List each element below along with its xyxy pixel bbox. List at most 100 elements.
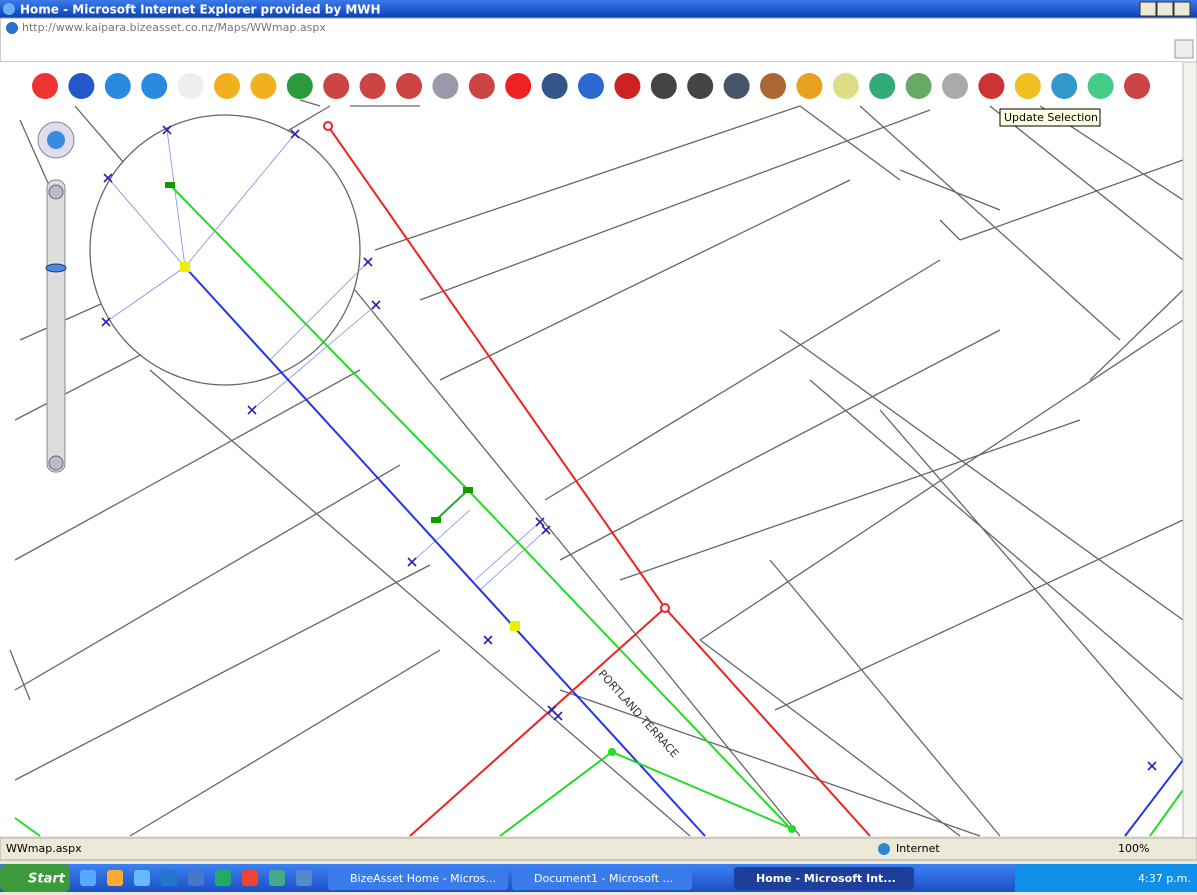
zoom-thumb[interactable] <box>45 263 67 273</box>
water-branch <box>14 817 41 837</box>
quick-launch[interactable] <box>80 870 96 886</box>
tool-button[interactable] <box>286 73 313 99</box>
connection[interactable] <box>483 635 493 645</box>
connection[interactable] <box>553 711 563 721</box>
manhole[interactable] <box>510 621 520 631</box>
tool-button[interactable] <box>978 73 1005 99</box>
task-label[interactable]: Document1 - Microsoft ... <box>534 872 673 885</box>
tool-button[interactable] <box>250 73 277 99</box>
tool-button[interactable] <box>1087 73 1114 99</box>
parcel-boundary <box>544 259 941 501</box>
connection[interactable] <box>535 517 545 527</box>
ie-icon <box>3 3 15 15</box>
tool-button[interactable] <box>1014 73 1041 99</box>
node[interactable] <box>788 825 796 833</box>
tool-button[interactable] <box>468 73 495 99</box>
quick-launch[interactable] <box>107 870 123 886</box>
tool-button[interactable] <box>177 73 204 99</box>
zoom-slider[interactable] <box>46 179 66 473</box>
valve[interactable] <box>463 487 473 493</box>
tool-button[interactable] <box>541 73 568 99</box>
quick-launch[interactable] <box>188 870 204 886</box>
tool-button[interactable] <box>1124 73 1150 99</box>
task-button[interactable] <box>734 867 914 890</box>
tool-button[interactable] <box>942 73 968 99</box>
zoom-out[interactable] <box>48 455 64 471</box>
connection[interactable] <box>103 173 113 183</box>
quick-launch[interactable] <box>269 870 285 886</box>
connection[interactable] <box>407 557 417 567</box>
clock: 4:37 p.m. <box>1138 872 1191 885</box>
cross-stroke <box>101 317 111 327</box>
parcel-boundary <box>879 409 1184 761</box>
tool-button[interactable] <box>832 73 859 99</box>
start-button[interactable] <box>0 864 70 892</box>
node[interactable] <box>660 603 670 613</box>
maximize-button[interactable] <box>1156 1 1174 17</box>
task-label[interactable]: BizeAsset Home - Micros... <box>350 872 496 885</box>
connection[interactable] <box>363 257 373 267</box>
tool-button[interactable] <box>760 73 786 99</box>
scrollbar[interactable] <box>1182 61 1197 839</box>
zoom-level[interactable]: 100% <box>1118 842 1149 855</box>
task-button[interactable] <box>512 867 692 890</box>
valve[interactable] <box>165 182 175 188</box>
quick-launch[interactable] <box>161 870 177 886</box>
tool-button[interactable] <box>141 73 168 99</box>
valve[interactable] <box>431 517 441 523</box>
tool-button[interactable] <box>505 73 532 99</box>
tool-button[interactable] <box>687 73 714 99</box>
quick-launch[interactable] <box>242 870 258 886</box>
connection[interactable] <box>1147 761 1157 771</box>
parcel-boundary <box>129 649 441 837</box>
tool-button[interactable] <box>796 73 823 99</box>
water-main <box>1149 789 1184 837</box>
cul-de-sac <box>89 114 361 386</box>
quick-launch[interactable] <box>134 870 150 886</box>
connection[interactable] <box>290 129 300 139</box>
task-label[interactable]: Home - Microsoft Int... <box>756 872 896 885</box>
connection[interactable] <box>101 317 111 327</box>
quick-launch[interactable] <box>215 870 231 886</box>
minimize-button[interactable] <box>1139 1 1157 17</box>
cross-stroke <box>247 405 257 415</box>
connection[interactable] <box>371 300 381 310</box>
cross-stroke <box>541 525 551 535</box>
node[interactable] <box>608 748 616 756</box>
parcel-boundary <box>14 349 151 421</box>
node[interactable] <box>323 121 333 131</box>
url[interactable]: http://www.kaipara.bizeasset.co.nz/Maps/… <box>22 21 326 34</box>
parcel-boundary <box>374 105 801 251</box>
tool-button[interactable] <box>578 73 604 99</box>
tool-button[interactable] <box>650 73 677 99</box>
parcel-boundary <box>989 105 1184 261</box>
connection[interactable] <box>541 525 551 535</box>
globe <box>47 131 65 149</box>
connection[interactable] <box>247 405 257 415</box>
parcel-boundary <box>859 105 1121 341</box>
compat-icon[interactable] <box>1174 39 1194 59</box>
tool-button[interactable] <box>32 73 58 99</box>
manhole[interactable] <box>180 262 190 272</box>
tool-button[interactable] <box>104 73 131 99</box>
zoom-in[interactable] <box>48 184 64 200</box>
tool-button[interactable] <box>905 73 932 99</box>
connection[interactable] <box>162 125 172 135</box>
tool-button[interactable] <box>723 73 750 99</box>
tool-button[interactable] <box>1051 73 1078 99</box>
quick-launch[interactable] <box>296 870 312 886</box>
tool-button[interactable] <box>396 73 422 99</box>
cross-stroke <box>162 125 172 135</box>
tool-button[interactable] <box>869 73 896 99</box>
start-label[interactable]: Start <box>28 872 66 887</box>
tool-button[interactable] <box>432 73 459 99</box>
tool-button[interactable] <box>214 73 240 99</box>
parcel-boundary <box>899 169 1001 211</box>
task-button[interactable] <box>328 867 508 890</box>
tool-button[interactable] <box>359 73 386 99</box>
tool-button[interactable] <box>614 73 641 99</box>
tool-button[interactable] <box>68 73 95 99</box>
close-button[interactable] <box>1173 1 1191 17</box>
tool-button[interactable] <box>323 73 350 99</box>
